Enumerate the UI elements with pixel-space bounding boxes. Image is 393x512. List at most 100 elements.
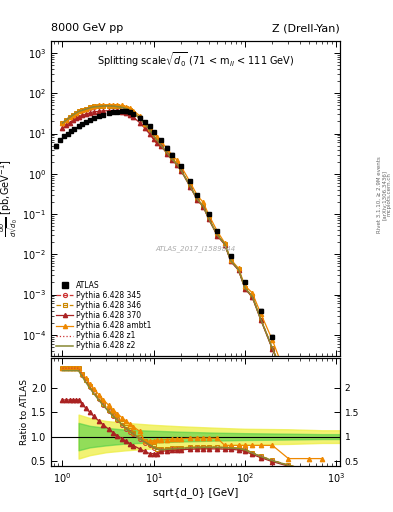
Pythia 6.428 345	[174, 161, 179, 167]
Pythia 6.428 z2	[73, 110, 78, 116]
Pythia 6.428 370	[96, 108, 101, 114]
Pythia 6.428 ambt1	[201, 199, 206, 205]
Pythia 6.428 z2	[115, 103, 120, 110]
Pythia 6.428 346	[259, 316, 263, 323]
Pythia 6.428 345	[124, 105, 129, 112]
Pythia 6.428 346	[151, 133, 156, 139]
Pythia 6.428 346	[128, 107, 132, 113]
Pythia 6.428 z2	[155, 138, 160, 144]
Pythia 6.428 345	[236, 267, 241, 273]
Pythia 6.428 ambt1	[67, 114, 72, 120]
Pythia 6.428 346	[70, 112, 75, 118]
Pythia 6.428 346	[270, 345, 275, 351]
Pythia 6.428 370	[124, 110, 129, 116]
Pythia 6.428 346	[91, 103, 96, 110]
Pythia 6.428 z2	[88, 104, 92, 111]
Pythia 6.428 370	[195, 197, 200, 203]
Pythia 6.428 346	[222, 241, 227, 247]
Pythia 6.428 z2	[151, 133, 156, 139]
Pythia 6.428 370	[80, 112, 84, 118]
Pythia 6.428 370	[137, 119, 142, 125]
Pythia 6.428 ambt1	[106, 101, 111, 108]
Text: 8000 GeV pp: 8000 GeV pp	[51, 23, 123, 33]
Pythia 6.428 z1	[179, 167, 184, 174]
Pythia 6.428 370	[111, 108, 116, 114]
Pythia 6.428 z2	[222, 241, 227, 247]
Pythia 6.428 z1	[83, 106, 88, 112]
Pythia 6.428 ambt1	[270, 337, 275, 343]
Pythia 6.428 346	[60, 120, 65, 126]
Pythia 6.428 345	[307, 434, 311, 440]
Pythia 6.428 z1	[286, 385, 291, 391]
Pythia 6.428 345	[165, 150, 169, 156]
Pythia 6.428 345	[228, 258, 233, 264]
Pythia 6.428 z1	[106, 103, 111, 109]
Pythia 6.428 z2	[70, 112, 75, 118]
Pythia 6.428 ambt1	[242, 283, 247, 289]
Pythia 6.428 346	[101, 102, 106, 109]
Pythia 6.428 z1	[88, 104, 92, 111]
Pythia 6.428 346	[206, 215, 211, 221]
Pythia 6.428 ambt1	[60, 120, 65, 126]
Pythia 6.428 370	[60, 125, 65, 131]
Pythia 6.428 z2	[165, 150, 169, 156]
Pythia 6.428 ambt1	[159, 138, 163, 144]
Pythia 6.428 370	[179, 168, 184, 174]
Pythia 6.428 346	[83, 106, 88, 112]
Pythia 6.428 346	[228, 258, 233, 264]
Pythia 6.428 ambt1	[83, 105, 88, 112]
Pythia 6.428 346	[179, 167, 184, 173]
Pythia 6.428 345	[76, 108, 81, 114]
Pythia 6.428 346	[76, 108, 81, 114]
Pythia 6.428 ambt1	[151, 131, 156, 137]
Pythia 6.428 z1	[259, 317, 263, 323]
Pythia 6.428 346	[73, 110, 78, 116]
Pythia 6.428 370	[151, 136, 156, 142]
Pythia 6.428 345	[201, 203, 206, 209]
Pythia 6.428 ambt1	[174, 157, 179, 163]
Pythia 6.428 345	[111, 103, 116, 109]
Pythia 6.428 345	[286, 385, 291, 391]
Pythia 6.428 345	[206, 216, 211, 222]
Pythia 6.428 370	[165, 151, 169, 157]
Pythia 6.428 345	[137, 115, 142, 121]
Pythia 6.428 z1	[151, 134, 156, 140]
Pythia 6.428 345	[73, 110, 78, 116]
Pythia 6.428 346	[96, 103, 101, 109]
Pythia 6.428 ambt1	[188, 179, 193, 185]
Pythia 6.428 z2	[259, 317, 263, 323]
Line: Pythia 6.428 z2: Pythia 6.428 z2	[62, 106, 322, 479]
Pythia 6.428 ambt1	[228, 257, 233, 263]
Pythia 6.428 z2	[270, 346, 275, 352]
Pythia 6.428 ambt1	[88, 104, 92, 110]
Pythia 6.428 z1	[137, 115, 142, 121]
Pythia 6.428 346	[120, 104, 125, 110]
Pythia 6.428 345	[96, 103, 101, 110]
Pythia 6.428 345	[195, 196, 200, 202]
Pythia 6.428 345	[80, 107, 84, 113]
Pythia 6.428 346	[165, 150, 169, 156]
Pythia 6.428 z1	[111, 103, 116, 109]
Pythia 6.428 345	[170, 157, 175, 163]
Pythia 6.428 z2	[188, 183, 193, 189]
Pythia 6.428 z2	[250, 293, 255, 300]
Pythia 6.428 ambt1	[70, 112, 75, 118]
Pythia 6.428 346	[115, 103, 120, 110]
Pythia 6.428 z1	[222, 241, 227, 247]
Pythia 6.428 z1	[67, 114, 72, 120]
Pythia 6.428 370	[222, 242, 227, 248]
Pythia 6.428 z1	[228, 258, 233, 264]
Pythia 6.428 z2	[60, 120, 65, 126]
Pythia 6.428 345	[70, 112, 75, 118]
Pythia 6.428 370	[228, 259, 233, 265]
Pythia 6.428 370	[159, 143, 163, 149]
Pythia 6.428 ambt1	[143, 121, 147, 127]
Pythia 6.428 346	[170, 156, 175, 162]
Pythia 6.428 370	[242, 286, 247, 292]
Pythia 6.428 345	[106, 103, 111, 109]
Pythia 6.428 370	[76, 114, 81, 120]
Pythia 6.428 z1	[64, 117, 69, 123]
Pythia 6.428 z2	[320, 476, 324, 482]
Pythia 6.428 z2	[206, 216, 211, 222]
Pythia 6.428 z1	[124, 105, 129, 112]
